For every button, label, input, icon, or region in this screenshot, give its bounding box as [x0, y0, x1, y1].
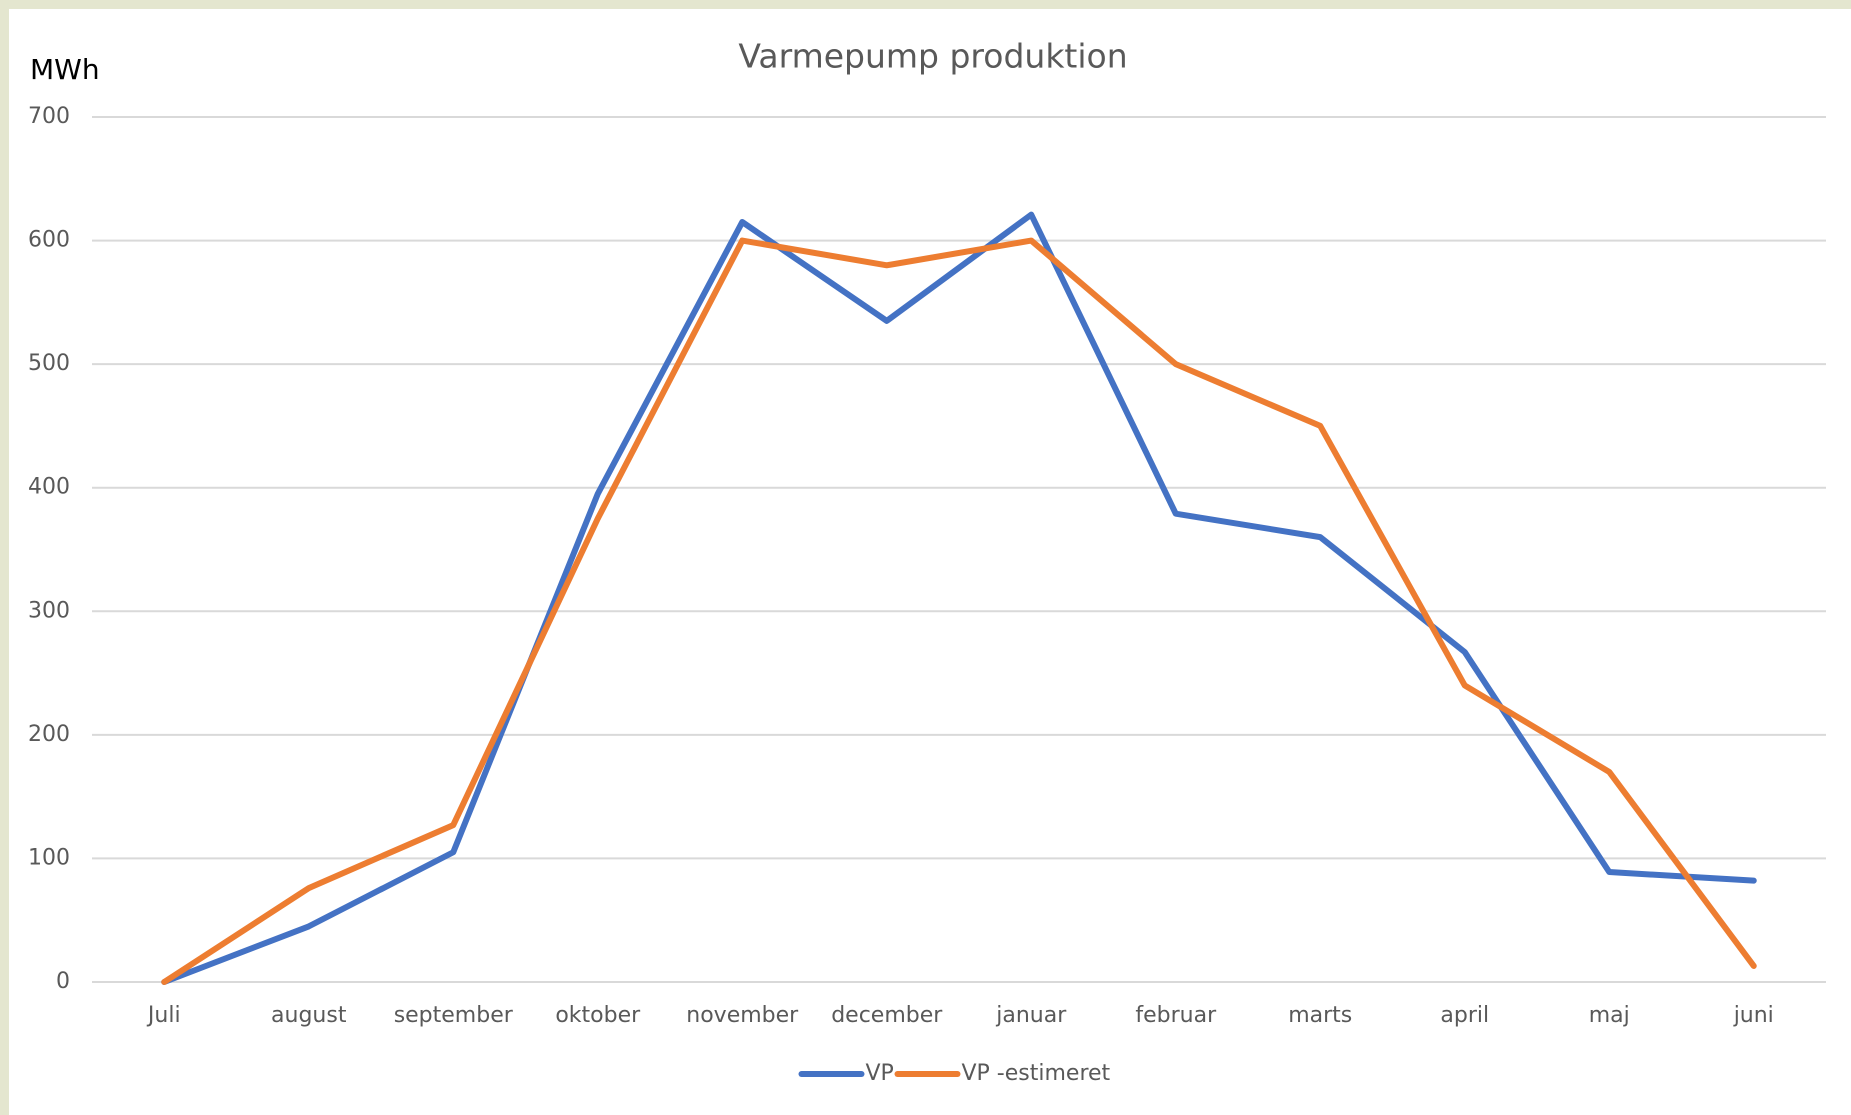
chart-area: [9, 9, 1851, 1115]
legend-label: VP -estimeret: [962, 1061, 1111, 1086]
y-tick-label: 500: [28, 351, 70, 376]
x-tick-label: april: [1440, 1003, 1489, 1028]
series-line: [161, 211, 1757, 985]
chart-title: Varmepump produktion: [738, 37, 1127, 76]
y-tick-label: 0: [56, 969, 70, 994]
x-tick-label: december: [831, 1003, 943, 1028]
x-tick-label: november: [686, 1003, 799, 1028]
x-tick-label: september: [394, 1003, 514, 1028]
y-tick-label: 600: [28, 228, 70, 253]
y-axis-label: MWh: [30, 53, 100, 86]
x-tick-label: oktober: [555, 1003, 641, 1028]
series-line: [161, 237, 1757, 985]
x-tick-label: februar: [1135, 1003, 1217, 1028]
x-tick-label: august: [271, 1003, 347, 1028]
x-tick-label: Juli: [146, 1003, 181, 1028]
y-tick-label: 300: [28, 598, 70, 623]
x-tick-label: januar: [995, 1003, 1067, 1028]
y-tick-label: 100: [28, 845, 70, 870]
x-tick-label: marts: [1288, 1003, 1352, 1028]
y-tick-label: 400: [28, 475, 70, 500]
y-tick-label: 700: [28, 104, 70, 129]
x-tick-label: juni: [1733, 1003, 1774, 1028]
y-tick-label: 200: [28, 722, 70, 747]
legend-label: VP: [866, 1061, 894, 1086]
x-tick-label: maj: [1589, 1003, 1630, 1028]
